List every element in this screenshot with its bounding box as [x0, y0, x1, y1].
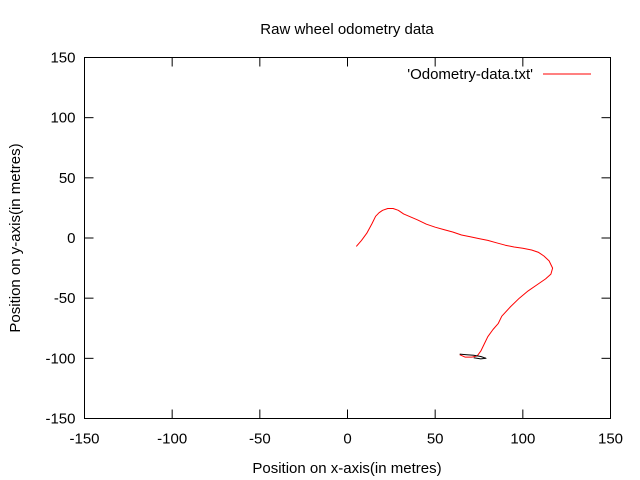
y-tick-label: 150 [50, 50, 75, 67]
x-tick-label: 150 [598, 431, 623, 448]
y-tick-label: 100 [50, 110, 75, 127]
legend: 'Odometry-data.txt' [407, 66, 591, 83]
x-tick-label: 50 [427, 431, 444, 448]
tick-marks [84, 57, 611, 419]
y-tick-label: 0 [67, 230, 75, 247]
chart-title: Raw wheel odometry data [260, 21, 434, 38]
x-tick-label: -100 [157, 431, 187, 448]
x-tick-label: 100 [510, 431, 535, 448]
series-group [355, 208, 554, 360]
x-tick-label: -50 [249, 431, 271, 448]
x-tick-labels: -150 -100 -50 0 50 100 150 [69, 431, 623, 448]
y-axis-title: Position on y-axis(in metres) [7, 143, 24, 332]
legend-label: 'Odometry-data.txt' [407, 66, 533, 83]
x-tick-label: 0 [343, 431, 351, 448]
y-tick-labels: -150 -100 -50 0 50 100 150 [45, 50, 75, 428]
plot-area-frame [84, 57, 611, 419]
x-axis-title: Position on x-axis(in metres) [252, 460, 441, 477]
x-tick-label: -150 [69, 431, 99, 448]
y-tick-label: -100 [45, 350, 75, 367]
y-tick-label: -50 [54, 290, 76, 307]
y-tick-label: -150 [45, 411, 75, 428]
odometry-path-line [355, 208, 554, 358]
y-tick-label: 50 [59, 170, 76, 187]
path-end-segment [459, 353, 487, 360]
